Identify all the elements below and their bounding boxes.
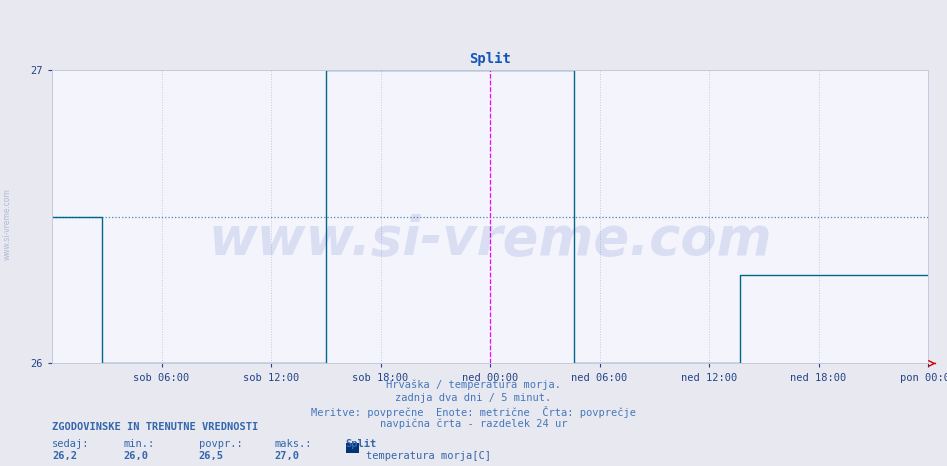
Text: Hrvaška / temperatura morja.: Hrvaška / temperatura morja.: [386, 380, 561, 391]
Text: temperatura morja[C]: temperatura morja[C]: [366, 451, 491, 460]
Text: navpična črta - razdelek 24 ur: navpična črta - razdelek 24 ur: [380, 419, 567, 430]
Text: 26,2: 26,2: [52, 451, 77, 460]
Text: 26,5: 26,5: [199, 451, 223, 460]
Text: 27,0: 27,0: [275, 451, 299, 460]
Text: 26,0: 26,0: [123, 451, 148, 460]
Text: Meritve: povprečne  Enote: metrične  Črta: povprečje: Meritve: povprečne Enote: metrične Črta:…: [311, 406, 636, 418]
Text: min.:: min.:: [123, 439, 154, 449]
Text: ZGODOVINSKE IN TRENUTNE VREDNOSTI: ZGODOVINSKE IN TRENUTNE VREDNOSTI: [52, 422, 259, 432]
Title: Split: Split: [469, 52, 511, 66]
Text: maks.:: maks.:: [275, 439, 313, 449]
Text: www.si-vreme.com: www.si-vreme.com: [3, 188, 12, 260]
Text: www.si-vreme.com: www.si-vreme.com: [208, 214, 772, 266]
Text: zadnja dva dni / 5 minut.: zadnja dva dni / 5 minut.: [396, 393, 551, 403]
Text: Split: Split: [346, 439, 377, 450]
Text: povpr.:: povpr.:: [199, 439, 242, 449]
Text: sedaj:: sedaj:: [52, 439, 90, 449]
